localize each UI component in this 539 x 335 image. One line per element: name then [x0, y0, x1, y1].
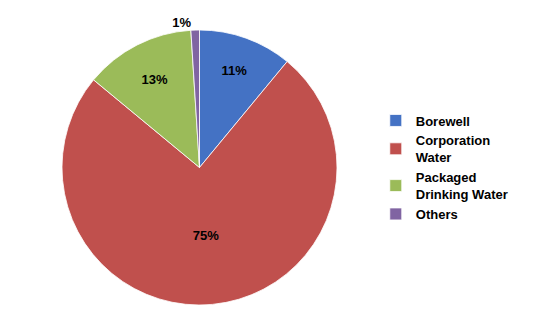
- svg-text:1%: 1%: [172, 15, 191, 30]
- svg-text:Borewell: Borewell: [416, 114, 470, 129]
- svg-text:Others: Others: [416, 207, 458, 222]
- svg-text:13%: 13%: [142, 72, 168, 87]
- svg-text:PackagedDrinking Water: PackagedDrinking Water: [416, 170, 508, 202]
- svg-text:CorporationWater: CorporationWater: [416, 133, 490, 165]
- svg-text:75%: 75%: [193, 228, 219, 243]
- svg-text:11%: 11%: [221, 63, 247, 78]
